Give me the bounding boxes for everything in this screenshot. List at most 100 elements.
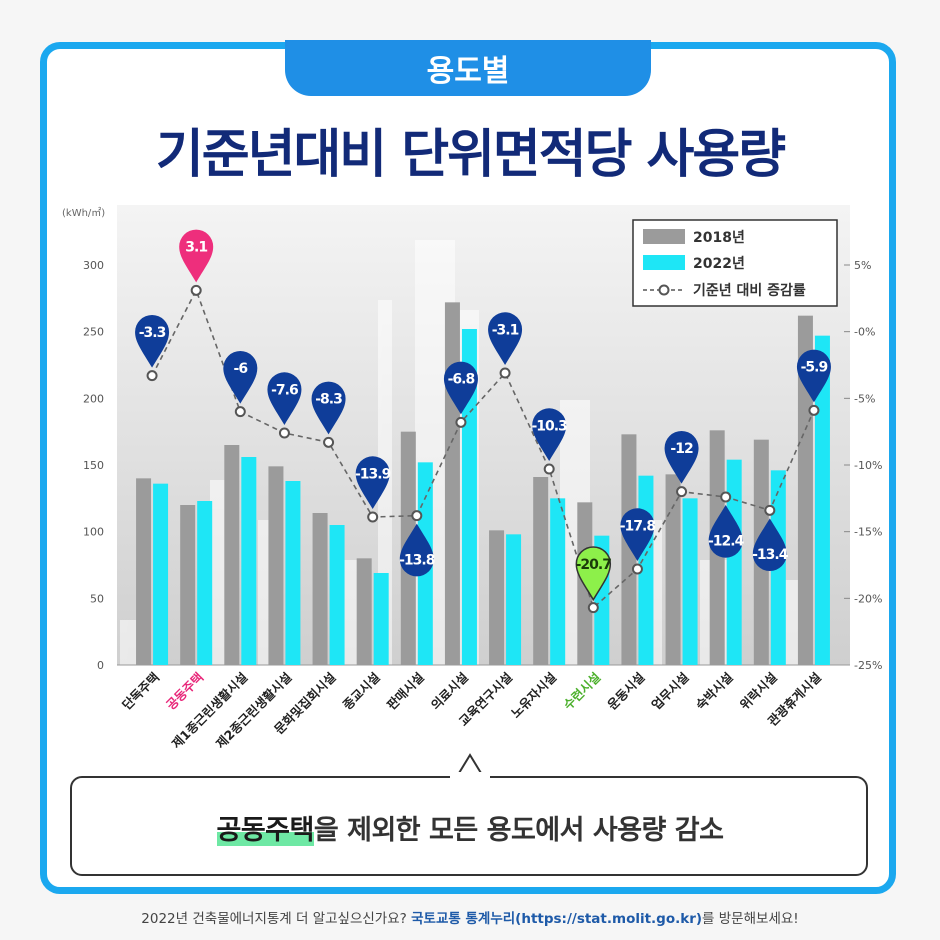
bar-2018 <box>180 505 196 665</box>
y-right-tick-label: -10% <box>854 459 882 472</box>
bar-2022 <box>814 335 830 665</box>
footer-suffix: 를 방문해보세요! <box>702 911 799 927</box>
x-tick-label: 공동주택 <box>163 670 206 713</box>
y-right-tick-label: -15% <box>854 526 882 539</box>
change-rate-point <box>190 284 202 296</box>
bar-2022 <box>373 573 389 665</box>
change-rate-marker <box>708 505 743 558</box>
change-rate-marker <box>223 350 258 404</box>
change-rate-marker <box>532 408 567 461</box>
change-rate-point <box>720 491 732 503</box>
change-rate-label: -5.9 <box>801 360 828 376</box>
x-tick-label: 제2종근린생활시설 <box>213 670 295 752</box>
y-left-tick-label: 250 <box>83 326 104 339</box>
change-rate-label: -6.8 <box>448 372 475 388</box>
change-rate-marker <box>575 546 612 602</box>
bar-2022 <box>241 457 257 665</box>
callout-highlight: 공동주택 <box>216 815 314 846</box>
change-rate-marker <box>311 381 346 435</box>
bar-2022 <box>461 329 477 665</box>
bar-2022 <box>726 459 742 665</box>
legend-swatch-2018 <box>643 229 685 244</box>
y-left-tick-label: 50 <box>90 592 104 605</box>
x-tick-label: 단독주택 <box>119 670 162 713</box>
y-left-tick-label: 300 <box>83 259 104 272</box>
bar-2022 <box>153 483 169 665</box>
x-tick-label: 노유자시설 <box>508 670 559 721</box>
change-rate-point <box>764 504 776 516</box>
footer-source-link[interactable]: 국토교통 통계누리(https://stat.molit.go.kr) <box>411 911 703 927</box>
change-rate-label: -12.4 <box>708 534 745 550</box>
bar-2018 <box>533 477 549 665</box>
x-tick-label: 제1종근린생활시설 <box>169 670 251 752</box>
change-rate-point <box>587 602 599 614</box>
y-left-tick-label: 200 <box>83 392 104 405</box>
change-rate-marker <box>267 372 302 425</box>
bar-2018 <box>224 445 240 665</box>
bar-2018 <box>136 478 152 665</box>
footer-note: 2022년 건축물에너지통계 더 알고싶으신가요? 국토교통 통계누리(http… <box>0 907 940 927</box>
change-rate-marker <box>488 312 523 365</box>
change-rate-label: -10.3 <box>532 418 568 434</box>
change-rate-label: 3.1 <box>185 240 207 256</box>
bar-2018 <box>268 466 284 665</box>
change-rate-point <box>367 511 379 523</box>
change-rate-marker <box>399 523 434 577</box>
x-tick-label: 운동시설 <box>604 670 647 713</box>
y-right-tick-label: -0% <box>854 326 875 339</box>
x-tick-label: 수련시설 <box>560 670 603 713</box>
bar-2022 <box>506 534 522 665</box>
bar-2018 <box>489 530 505 665</box>
change-rate-point <box>234 406 246 418</box>
bar-2022 <box>682 498 698 665</box>
bar-2018 <box>797 315 813 665</box>
change-rate-label: -13.8 <box>399 552 435 568</box>
change-rate-marker <box>355 456 390 509</box>
y-left-tick-label: 100 <box>83 526 104 539</box>
change-rate-label: -3.1 <box>492 322 519 338</box>
y-left-tick-label: 0 <box>97 659 104 672</box>
change-rate-point <box>323 436 335 448</box>
change-rate-marker <box>443 361 478 415</box>
legend-point-sample <box>658 284 670 296</box>
bar-2022 <box>550 498 566 665</box>
change-rate-marker <box>135 314 170 368</box>
legend-label-rate: 기준년 대비 증감률 <box>693 282 806 299</box>
callout-box <box>70 776 868 876</box>
change-rate-point <box>499 367 511 379</box>
legend-label-2018: 2018년 <box>693 230 745 246</box>
change-rate-label: -7.6 <box>271 382 298 398</box>
x-tick-label: 위락시설 <box>737 670 780 713</box>
callout-pointer-mask <box>450 772 490 782</box>
change-rate-marker <box>796 349 831 403</box>
change-rate-label: -13.4 <box>752 547 789 563</box>
y-left-tick-label: 150 <box>83 459 104 472</box>
change-rate-point <box>808 404 820 416</box>
y-right-tick-label: 5% <box>854 259 871 272</box>
y-right-tick-label: -5% <box>854 392 875 405</box>
bar-2022 <box>197 501 213 665</box>
change-rate-point <box>146 370 158 382</box>
bar-2018 <box>444 302 460 665</box>
change-rate-label: -17.8 <box>620 518 656 534</box>
legend-label-2022: 2022년 <box>693 256 745 272</box>
bar-2018 <box>665 474 681 665</box>
change-rate-point <box>411 510 423 522</box>
change-rate-label: -6 <box>234 361 248 377</box>
bar-2018 <box>621 434 637 665</box>
x-tick-label: 의료시설 <box>428 670 471 713</box>
x-tick-label: 판매시설 <box>384 670 427 713</box>
category-tab-label: 용도별 <box>426 54 510 89</box>
bar-2022 <box>329 525 345 665</box>
change-rate-label: -20.7 <box>576 557 612 573</box>
change-rate-point <box>278 427 290 439</box>
change-rate-label: -12 <box>670 441 693 457</box>
change-rate-point <box>543 463 555 475</box>
page-title: 기준년대비 단위면적당 사용량 <box>155 125 786 185</box>
change-rate-point <box>455 416 467 428</box>
x-tick-label: 종교시설 <box>340 670 383 713</box>
y-right-tick-label: -25% <box>854 659 882 672</box>
callout-message: 공동주택을 제외한 모든 용도에서 사용량 감소 <box>0 808 940 847</box>
